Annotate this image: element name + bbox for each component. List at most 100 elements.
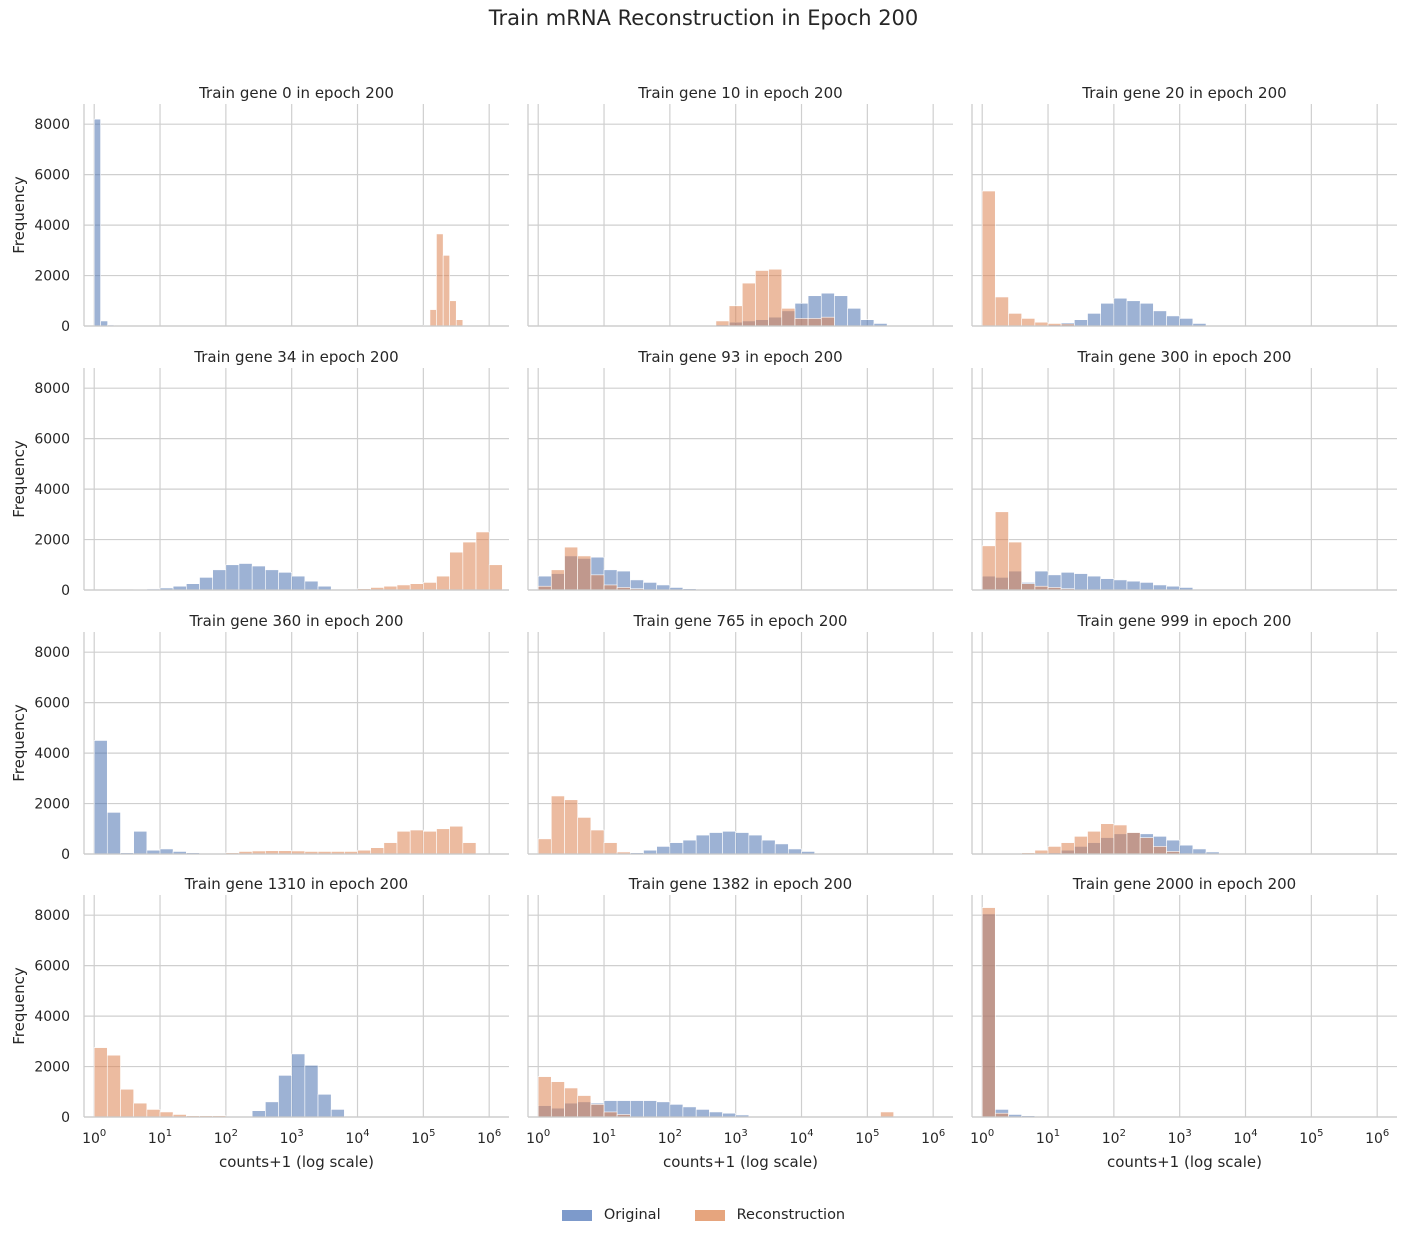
bar-reconstruction: [462, 541, 477, 591]
panel-gene-3: Train gene 34 in epoch 200 0 2000 4000 6000 8…: [10, 348, 509, 599]
figure-legend: Original Reconstruction: [0, 1207, 1407, 1223]
x-tick-label: 103: [280, 1128, 304, 1147]
y-tick-label: 6000: [34, 959, 70, 975]
bar-reconstruction: [755, 270, 769, 327]
bar-original: [847, 308, 862, 327]
bar-reconstruction: [133, 1102, 148, 1118]
bar-original: [278, 1075, 292, 1118]
bar-original: [1126, 300, 1141, 327]
panel-gene-8: Train gene 999 in epoch 200: [971, 612, 1397, 855]
panel-gene-6: Train gene 360 in epoch 200 0 2000 4000 6000…: [10, 612, 509, 863]
bar-original: [93, 740, 108, 855]
panel-title: Train gene 1382 in epoch 200: [628, 875, 852, 893]
bar-reconstruction: [106, 1054, 121, 1118]
bar-original: [860, 319, 875, 327]
bar-reconstruction: [1074, 836, 1088, 855]
legend-swatch-original: [561, 1209, 592, 1221]
bar-reconstruction: [590, 574, 605, 591]
bar-reconstruction: [436, 233, 444, 327]
bar-reconstruction: [449, 300, 457, 327]
bar-reconstruction: [981, 907, 996, 1118]
bar-reconstruction: [577, 817, 592, 855]
bar-original: [1074, 319, 1088, 327]
bar-reconstruction: [741, 282, 756, 327]
y-axis-label: Frequency: [10, 176, 28, 254]
bar-reconstruction: [449, 551, 464, 591]
bar-original: [93, 118, 101, 327]
bar-original: [682, 839, 697, 855]
bar-original: [616, 570, 631, 591]
bar-reconstruction: [807, 318, 822, 327]
y-tick-label: 0: [61, 583, 70, 599]
bar-original: [278, 572, 292, 591]
bar-original: [106, 812, 121, 855]
bar-original: [225, 564, 240, 591]
bar-reconstruction: [423, 582, 437, 591]
bar-reconstruction: [728, 305, 743, 327]
bar-reconstruction: [603, 842, 618, 855]
bar-reconstruction: [564, 799, 578, 855]
panel-title: Train gene 0 in epoch 200: [198, 84, 394, 102]
bar-original: [709, 1111, 723, 1118]
panel-title: Train gene 10 in epoch 200: [637, 84, 842, 102]
bar-original: [265, 1101, 279, 1118]
figure-title: Train mRNA Reconstruction in Epoch 200: [488, 6, 919, 30]
y-tick-label: 6000: [34, 696, 70, 712]
bar-reconstruction: [488, 564, 503, 591]
bar-reconstruction: [1113, 824, 1128, 855]
bar-reconstruction: [781, 308, 796, 327]
bar-reconstruction: [429, 309, 437, 327]
bar-reconstruction: [120, 1088, 134, 1118]
panel-title: Train gene 93 in epoch 200: [637, 348, 842, 366]
bar-original: [643, 1100, 657, 1118]
bar-reconstruction: [564, 1087, 578, 1118]
bar-original: [1087, 313, 1101, 327]
bar-reconstruction: [768, 268, 783, 327]
bar-reconstruction: [159, 1111, 174, 1118]
x-tick-label: 102: [214, 1128, 238, 1147]
panel-gene-7: Train gene 765 in epoch 200: [527, 612, 953, 855]
panel-title: Train gene 300 in epoch 200: [1077, 348, 1292, 366]
x-tick-label: 105: [411, 1128, 435, 1147]
bar-original: [186, 583, 200, 591]
bar-reconstruction: [537, 1076, 552, 1118]
x-tick-label: 100: [970, 1128, 994, 1147]
bar-original: [251, 565, 266, 591]
x-axis-label: counts+1 (log scale): [219, 1153, 374, 1171]
bar-reconstruction: [93, 1047, 108, 1118]
x-tick-label: 106: [1365, 1128, 1389, 1147]
panel-gene-0: Train gene 0 in epoch 200 0 2000 4000 6000 80…: [10, 84, 509, 335]
bar-reconstruction: [550, 1081, 565, 1118]
bar-original: [291, 575, 306, 591]
bar-reconstruction: [590, 1104, 605, 1118]
x-tick-label: 105: [855, 1128, 879, 1147]
panel-title: Train gene 360 in epoch 200: [189, 612, 404, 630]
bar-original: [761, 839, 776, 855]
bar-original: [317, 1093, 332, 1118]
bar-reconstruction: [1126, 832, 1141, 855]
bar-original: [1113, 579, 1128, 591]
bar-reconstruction: [436, 575, 450, 591]
bar-original: [695, 1109, 710, 1118]
bar-reconstruction: [455, 319, 464, 327]
x-tick-label: 104: [345, 1128, 369, 1147]
y-tick-label: 2000: [34, 269, 70, 285]
bar-reconstruction: [577, 1095, 592, 1118]
bar-original: [133, 830, 148, 855]
bar-original: [330, 1109, 345, 1118]
bar-reconstruction: [449, 825, 464, 855]
bar-original: [669, 842, 684, 855]
panel-title: Train gene 765 in epoch 200: [633, 612, 848, 630]
bar-reconstruction: [1060, 842, 1075, 855]
bar-original: [1166, 315, 1180, 327]
panel-gene-2: Train gene 20 in epoch 200: [971, 84, 1397, 327]
bar-reconstruction: [794, 318, 809, 327]
bar-original: [1113, 297, 1128, 327]
bar-original: [1139, 582, 1154, 591]
y-tick-label: 2000: [34, 1060, 70, 1076]
bar-reconstruction: [603, 584, 618, 591]
bar-original: [251, 1110, 266, 1118]
panel-title: Train gene 999 in epoch 200: [1077, 612, 1292, 630]
bar-reconstruction: [1021, 318, 1036, 327]
legend-label-original: Original: [603, 1207, 661, 1223]
